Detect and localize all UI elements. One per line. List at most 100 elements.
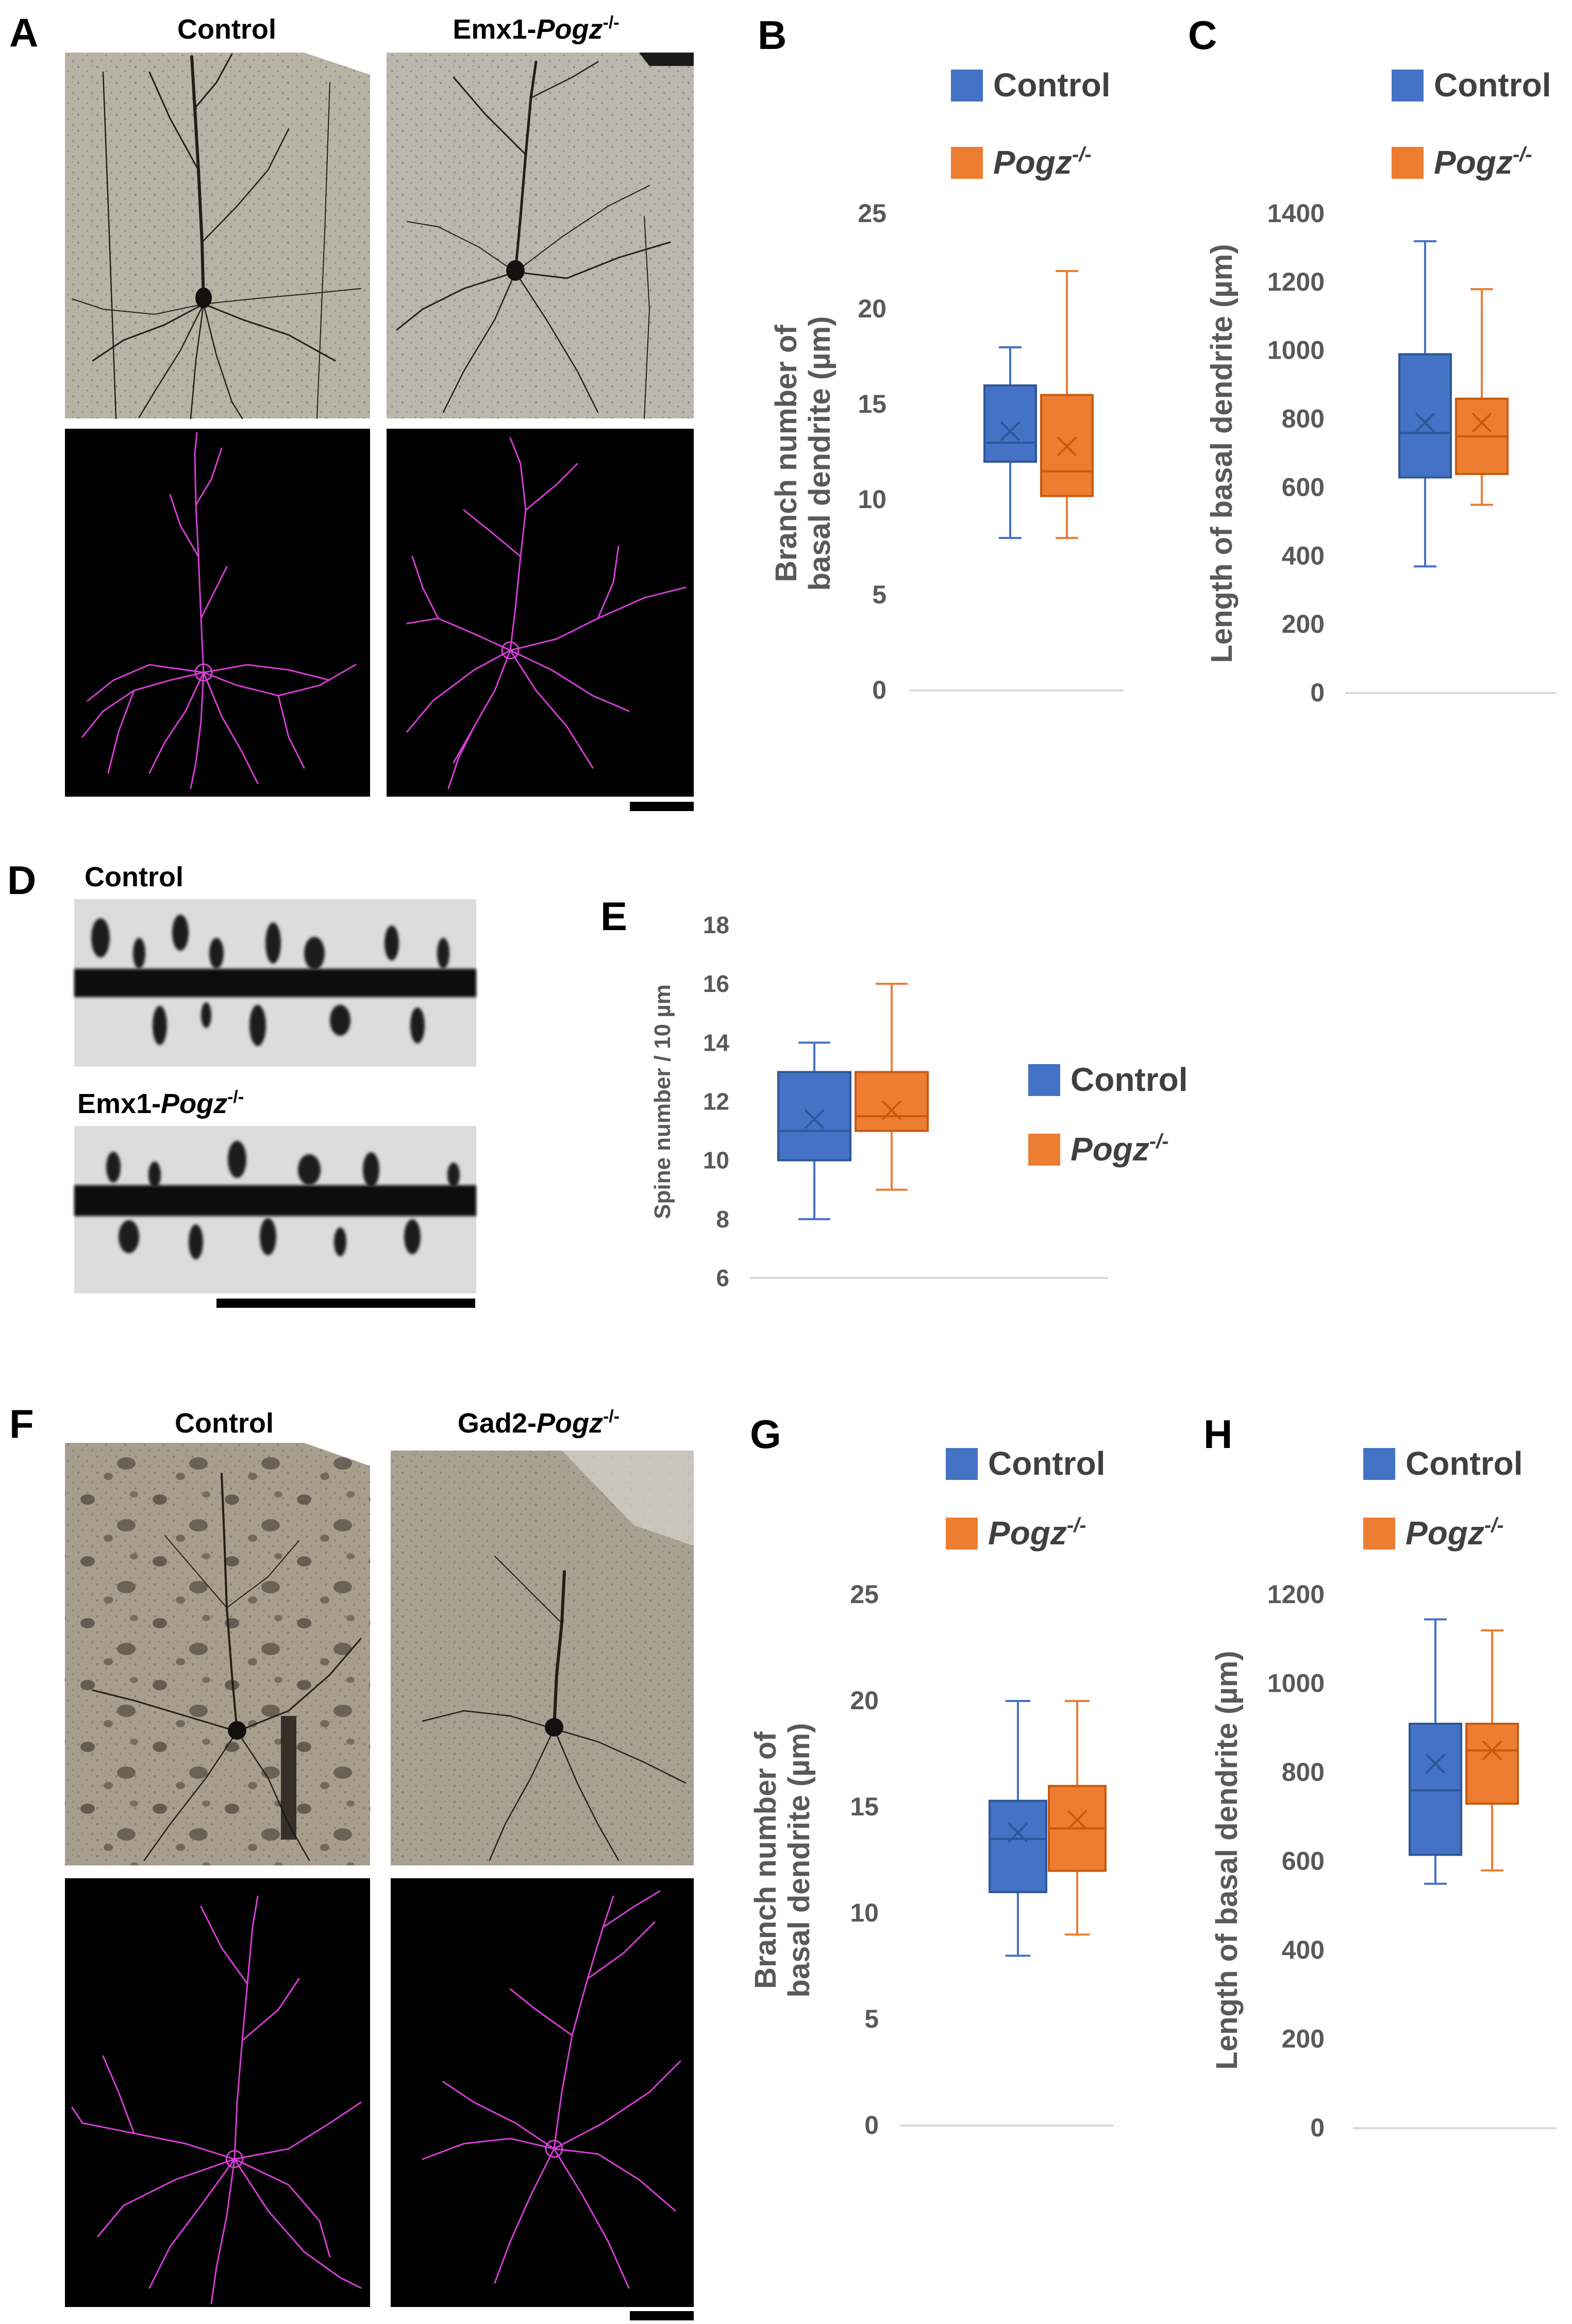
panel-a-right-prefix: Emx1- <box>453 14 536 45</box>
y-tick-label: 20 <box>850 1686 879 1715</box>
y-axis-label-line: basal dendrite (µm) <box>782 1723 816 1998</box>
panel-f-right-label: Gad2-Pogz-/- <box>458 1407 620 1439</box>
chart-c: C Length of basal dendrite (µm) 0 200 400 600… <box>1188 12 1557 707</box>
legend-label-control: Control <box>1071 1061 1188 1098</box>
chart-b: B Branch number of basal dendrite (µm) 0 5 10… <box>758 12 1124 704</box>
y-tick-label: 25 <box>850 1580 879 1609</box>
mean-marker <box>1415 412 1435 433</box>
trace-a-control <box>65 429 370 797</box>
y-axis-label-line: Branch number of <box>749 1731 782 1989</box>
y-axis-label-line: Spine number / 10 µm <box>650 984 675 1219</box>
y-tick-label: 800 <box>1282 1758 1325 1787</box>
panel-a-right-sup: -/- <box>603 13 620 32</box>
legend-swatch-mutant <box>1392 147 1424 179</box>
y-tick-label: 10 <box>850 1898 879 1927</box>
legend: Control Pogz-/- <box>1363 1445 1523 1552</box>
trace-a-mutant <box>387 429 694 797</box>
legend: Control Pogz-/- <box>946 1445 1106 1552</box>
trace-f-mutant <box>391 1878 694 2307</box>
y-axis-label-line: Length of basal dendrite (µm) <box>1210 1651 1244 2069</box>
charts-layer: B Branch number of basal dendrite (µm) 0 5 10… <box>600 12 1557 2142</box>
panel-letter-h: H <box>1203 1411 1232 1457</box>
panel-letter-g: G <box>750 1411 781 1457</box>
legend: Control Pogz-/- <box>1028 1061 1188 1168</box>
y-tick-label: 200 <box>1282 610 1325 638</box>
y-tick-label: 8 <box>716 1206 729 1233</box>
y-tick-label: 1000 <box>1267 336 1325 365</box>
box-mutant <box>1040 270 1094 539</box>
y-tick-label: 6 <box>716 1265 729 1291</box>
legend-label-control: Control <box>1434 66 1551 104</box>
panel-f-right-prefix: Gad2- <box>458 1408 537 1439</box>
legend-swatch-control <box>951 70 983 102</box>
panel-letter-b: B <box>758 12 787 58</box>
y-tick-label: 600 <box>1282 473 1325 501</box>
chart-g: G Branch number of basal dendrite (µm) 0 5 10… <box>749 1411 1113 2140</box>
y-tick-label: 200 <box>1282 2025 1325 2053</box>
y-axis-label: Length of basal dendrite (µm) <box>1205 244 1239 663</box>
y-tick-label: 5 <box>872 580 887 609</box>
mean-marker <box>1471 412 1492 433</box>
legend-swatch-mutant <box>1028 1134 1060 1166</box>
y-tick-label: 600 <box>1282 1847 1325 1876</box>
legend-mutant-sup: -/- <box>1513 143 1532 166</box>
chart-h: H Length of basal dendrite (µm) 0 200 400 600… <box>1203 1411 1557 2142</box>
panel-d-bottom-sup: -/- <box>227 1087 244 1107</box>
y-tick-label: 800 <box>1282 405 1325 433</box>
panel-a-right-label: Emx1-Pogz-/- <box>453 13 619 45</box>
y-tick-label: 25 <box>858 199 887 228</box>
y-tick-label: 0 <box>872 676 887 704</box>
y-tick-label: 10 <box>858 485 887 514</box>
scale-bar-a <box>630 802 694 811</box>
panel-letter-c: C <box>1188 12 1217 58</box>
legend-mutant-name: Pogz <box>988 1514 1067 1552</box>
y-axis-label: Branch number of basal dendrite (µm) <box>749 1723 816 1998</box>
panel-d-bottom-prefix: Emx1- <box>77 1088 161 1119</box>
y-tick-labels: 0 200 400 600 800 1000 1200 <box>1267 1580 1325 2142</box>
legend-label-mutant: Pogz-/- <box>988 1514 1086 1552</box>
panel-d-bottom-label: Emx1-Pogz-/- <box>77 1087 244 1119</box>
legend-label-mutant: Pogz-/- <box>1071 1130 1169 1168</box>
y-tick-label: 0 <box>1310 678 1325 707</box>
y-tick-label: 16 <box>703 970 729 997</box>
box-control <box>983 346 1037 539</box>
box-iqr <box>989 1799 1047 1893</box>
legend-swatch-control <box>1392 70 1424 102</box>
box-iqr <box>855 1071 929 1132</box>
box-mutant <box>1455 288 1509 506</box>
mean-marker <box>1482 1740 1502 1761</box>
y-tick-label: 1200 <box>1267 267 1325 296</box>
box-iqr <box>983 384 1037 463</box>
y-tick-label: 15 <box>858 390 887 418</box>
y-tick-label: 0 <box>1310 2113 1325 2142</box>
legend-swatch-control <box>1363 1448 1395 1480</box>
y-axis-label: Length of basal dendrite (µm) <box>1210 1651 1244 2069</box>
box-control <box>989 1700 1047 1957</box>
legend-swatch-control <box>946 1448 978 1480</box>
mean-marker <box>804 1109 825 1130</box>
box-iqr <box>777 1071 851 1161</box>
micrograph-f-control <box>65 1443 370 1865</box>
y-tick-labels: 6 8 10 12 14 16 18 <box>703 912 730 1291</box>
mean-marker <box>1067 1810 1088 1830</box>
y-tick-label: 400 <box>1282 1935 1325 1964</box>
box-mutant <box>1465 1629 1519 1872</box>
box-control <box>1398 240 1452 568</box>
panel-d-top-label: Control <box>85 862 183 892</box>
legend-mutant-name: Pogz <box>993 144 1072 181</box>
mean-marker <box>1425 1754 1446 1774</box>
legend-mutant-sup: -/- <box>1149 1130 1169 1153</box>
micrograph-d-mutant <box>74 1126 476 1293</box>
legend-swatch-mutant <box>946 1518 978 1550</box>
box-iqr <box>1409 1723 1462 1856</box>
box-control <box>777 1041 851 1220</box>
micrograph-a-mutant <box>387 53 694 419</box>
y-tick-labels: 0 5 10 15 20 25 <box>858 199 887 704</box>
box-mutant <box>1048 1700 1107 1936</box>
y-tick-label: 0 <box>864 2111 879 2140</box>
trace-f-control <box>65 1878 370 2307</box>
y-axis-label: Branch number of basal dendrite (µm) <box>770 316 837 591</box>
micrograph-d-control <box>74 899 476 1067</box>
legend-label-control: Control <box>988 1445 1106 1482</box>
